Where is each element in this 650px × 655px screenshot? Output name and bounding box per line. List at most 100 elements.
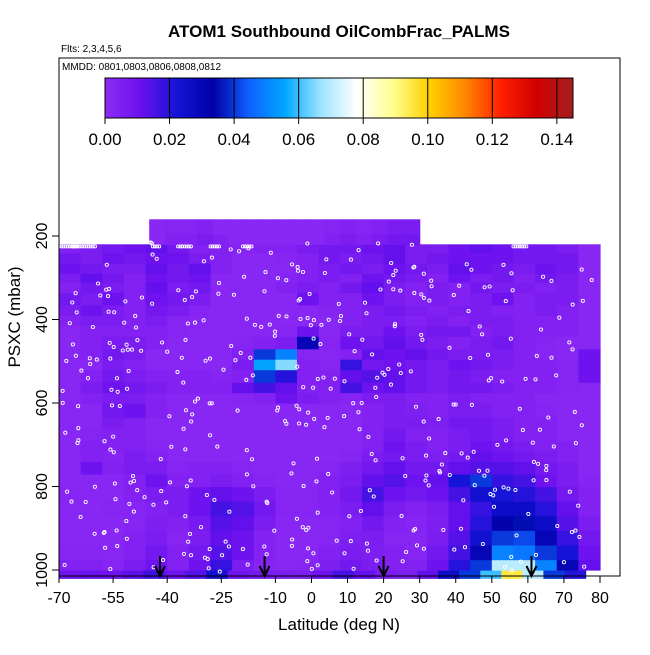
observation-marker bbox=[262, 544, 267, 549]
heatmap-cell bbox=[167, 369, 190, 383]
observation-marker bbox=[465, 455, 470, 460]
observation-marker bbox=[65, 489, 70, 494]
observation-marker bbox=[160, 340, 165, 345]
heatmap-cell bbox=[145, 461, 168, 475]
heatmap-cell bbox=[101, 570, 123, 579]
heatmap-cell bbox=[80, 530, 103, 546]
heatmap-cell bbox=[318, 263, 341, 275]
heatmap-cell bbox=[405, 403, 428, 419]
heatmap-cell bbox=[513, 263, 536, 275]
heatmap-cell bbox=[167, 545, 190, 561]
observation-marker bbox=[371, 494, 376, 499]
heatmap-cell bbox=[362, 486, 385, 502]
observation-marker bbox=[126, 368, 131, 374]
heatmap-cell bbox=[188, 336, 211, 350]
heatmap-cell bbox=[448, 474, 471, 488]
heatmap-cell bbox=[556, 559, 579, 571]
observation-marker bbox=[569, 530, 574, 535]
observation-marker bbox=[164, 500, 169, 505]
heatmap-cell bbox=[448, 304, 471, 316]
heatmap-cell bbox=[513, 440, 536, 452]
heatmap-cell bbox=[556, 474, 579, 488]
heatmap-cell bbox=[297, 428, 320, 442]
observation-marker bbox=[311, 551, 316, 556]
heatmap-cell bbox=[578, 428, 601, 442]
observation-marker bbox=[107, 340, 112, 345]
heatmap-cell bbox=[275, 244, 298, 254]
heatmap-cell bbox=[426, 515, 450, 531]
heatmap-cell bbox=[164, 570, 186, 579]
heatmap-cell bbox=[480, 570, 502, 579]
heatmap-cell bbox=[275, 428, 298, 442]
heatmap-cell bbox=[318, 359, 341, 371]
heatmap-cell bbox=[188, 403, 211, 419]
observation-marker bbox=[235, 408, 240, 413]
heatmap-cell bbox=[244, 219, 262, 235]
observation-marker bbox=[79, 368, 84, 373]
observation-marker bbox=[336, 301, 341, 306]
observation-marker bbox=[289, 471, 294, 476]
heatmap-cell bbox=[556, 292, 579, 306]
observation-marker bbox=[62, 562, 67, 568]
observation-marker bbox=[509, 554, 514, 559]
heatmap-cell bbox=[253, 451, 276, 462]
heatmap-cell bbox=[253, 325, 276, 337]
heatmap-cell bbox=[405, 486, 428, 502]
heatmap-cell bbox=[102, 336, 125, 350]
heatmap-cell bbox=[210, 428, 233, 442]
heatmap-cell bbox=[438, 570, 460, 579]
observation-marker bbox=[133, 325, 139, 330]
heatmap-cell bbox=[167, 428, 190, 442]
observation-marker bbox=[117, 403, 122, 409]
heatmap-cell bbox=[578, 359, 601, 371]
heatmap-cell bbox=[362, 559, 385, 571]
heatmap-cell bbox=[340, 501, 363, 517]
heatmap-cell bbox=[340, 263, 363, 275]
heatmap-cell bbox=[167, 348, 190, 360]
heatmap-cell bbox=[556, 440, 579, 452]
heatmap-cell bbox=[318, 369, 341, 383]
observation-marker bbox=[419, 332, 424, 337]
heatmap-cell bbox=[59, 252, 82, 264]
observation-marker bbox=[101, 530, 106, 535]
heatmap-cell bbox=[253, 515, 276, 531]
heatmap-cell bbox=[59, 474, 82, 488]
observation-marker bbox=[376, 241, 381, 246]
observation-marker bbox=[181, 551, 187, 556]
heatmap-cell bbox=[578, 392, 601, 404]
heatmap-cell bbox=[102, 325, 125, 337]
heatmap-cell bbox=[426, 530, 450, 546]
heatmap-cell bbox=[426, 359, 450, 371]
observation-marker bbox=[184, 484, 189, 489]
observation-marker bbox=[167, 414, 172, 419]
heatmap-cell bbox=[340, 559, 363, 571]
observation-marker bbox=[477, 324, 482, 329]
observation-marker bbox=[203, 358, 208, 363]
observation-marker bbox=[325, 415, 330, 420]
observation-marker bbox=[123, 299, 128, 304]
heatmap-cell bbox=[470, 440, 493, 452]
heatmap-cell bbox=[513, 417, 536, 429]
observation-marker bbox=[192, 320, 198, 325]
observation-marker bbox=[193, 289, 198, 294]
observation-marker bbox=[296, 298, 301, 303]
observation-marker bbox=[209, 255, 214, 260]
observation-marker bbox=[210, 244, 215, 249]
heatmap-cell bbox=[188, 263, 211, 275]
heatmap-cell bbox=[102, 348, 125, 360]
heatmap-cell bbox=[535, 304, 558, 316]
heatmap-cell bbox=[80, 440, 103, 452]
observation-marker bbox=[195, 396, 200, 401]
observation-marker bbox=[187, 531, 193, 536]
heatmap-cell bbox=[232, 530, 255, 546]
heatmap-cell bbox=[297, 244, 320, 254]
heatmap-cell bbox=[210, 273, 233, 283]
heatmap-cell bbox=[188, 252, 211, 264]
heatmap-cell bbox=[578, 501, 601, 517]
x-tick-label: 40 bbox=[447, 590, 465, 607]
observation-marker bbox=[374, 558, 379, 563]
observation-marker bbox=[259, 324, 264, 329]
heatmap-cell bbox=[405, 336, 428, 350]
observation-marker bbox=[502, 564, 508, 570]
heatmap-cell bbox=[232, 292, 255, 306]
